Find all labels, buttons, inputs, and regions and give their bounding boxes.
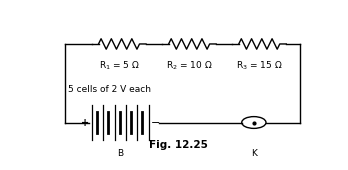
Text: Fig. 12.25: Fig. 12.25	[149, 140, 208, 150]
Text: +: +	[81, 117, 89, 128]
Text: K: K	[251, 149, 257, 158]
Text: B: B	[117, 149, 124, 158]
Text: R$_2$ = 10 Ω: R$_2$ = 10 Ω	[166, 60, 212, 72]
Text: 5 cells of 2 V each: 5 cells of 2 V each	[68, 85, 151, 94]
Text: −: −	[151, 117, 160, 128]
Text: R$_1$ = 5 Ω: R$_1$ = 5 Ω	[98, 60, 140, 72]
Text: R$_3$ = 15 Ω: R$_3$ = 15 Ω	[236, 60, 283, 72]
